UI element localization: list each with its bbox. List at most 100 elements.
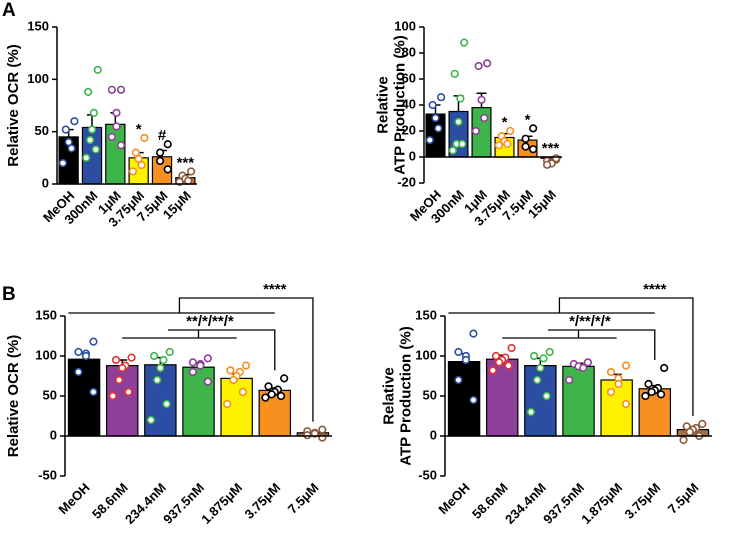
data-point bbox=[84, 87, 93, 96]
data-point bbox=[698, 419, 707, 429]
significance-label: * bbox=[502, 114, 508, 131]
data-point bbox=[606, 387, 616, 397]
bracket-label: **** bbox=[263, 281, 287, 298]
data-point bbox=[82, 153, 91, 162]
data-point bbox=[70, 117, 79, 126]
data-point bbox=[536, 363, 545, 373]
data-point bbox=[112, 108, 121, 117]
data-point bbox=[107, 85, 116, 94]
data-point bbox=[318, 425, 327, 434]
data-point bbox=[458, 139, 467, 149]
data-point bbox=[203, 377, 212, 386]
data-point bbox=[203, 354, 212, 363]
data-point bbox=[579, 363, 588, 373]
bracket bbox=[68, 297, 314, 422]
data-point bbox=[494, 141, 503, 150]
data-point bbox=[264, 382, 273, 391]
y-axis-label: ATP Production (%) bbox=[397, 326, 414, 465]
bar bbox=[67, 358, 101, 437]
data-point bbox=[159, 355, 168, 365]
data-point bbox=[64, 138, 73, 147]
bracket-label: */**/*/* bbox=[569, 313, 611, 330]
data-point bbox=[116, 141, 126, 150]
data-point bbox=[606, 367, 616, 377]
data-point bbox=[533, 375, 542, 385]
data-point bbox=[114, 375, 124, 385]
y-tick-label: 50 bbox=[35, 123, 49, 138]
y-tick-label: 100 bbox=[35, 347, 57, 362]
y-tick-label: 0 bbox=[42, 175, 49, 190]
data-point bbox=[685, 427, 694, 437]
y-tick-label: 150 bbox=[27, 18, 49, 33]
data-point bbox=[150, 351, 159, 361]
data-point bbox=[163, 165, 172, 174]
data-point bbox=[644, 379, 653, 389]
data-point bbox=[89, 337, 98, 346]
data-point bbox=[545, 347, 554, 357]
y-tick-label: 60 bbox=[402, 70, 416, 85]
data-point bbox=[188, 367, 197, 377]
data-point bbox=[460, 38, 469, 47]
data-point bbox=[146, 415, 156, 425]
data-point bbox=[67, 144, 76, 153]
data-point bbox=[456, 94, 465, 103]
data-point bbox=[89, 387, 98, 397]
data-point bbox=[58, 158, 68, 168]
x-tick-label: 7.5μM bbox=[665, 480, 702, 517]
data-point bbox=[621, 361, 631, 370]
y-axis-label: Relative bbox=[380, 367, 397, 425]
y-axis-label: ATP Production (%) bbox=[391, 35, 408, 174]
data-point bbox=[469, 395, 478, 405]
data-point bbox=[434, 124, 443, 133]
data-point bbox=[530, 351, 539, 361]
y-tick-label: 80 bbox=[402, 44, 416, 59]
data-point bbox=[471, 126, 480, 136]
x-tick-label: 234.4nM bbox=[122, 480, 169, 527]
data-point bbox=[507, 343, 516, 353]
data-point bbox=[107, 132, 116, 141]
x-tick-label: 7.5μM bbox=[285, 480, 322, 517]
data-point bbox=[480, 113, 489, 123]
y-axis-label: Relative OCR (%) bbox=[5, 44, 22, 167]
significance-label: *** bbox=[177, 154, 195, 171]
y-tick-label: 40 bbox=[402, 96, 416, 111]
bar bbox=[524, 365, 557, 437]
y-tick-label: 150 bbox=[415, 307, 437, 322]
y-tick-label: 100 bbox=[394, 18, 416, 33]
y-tick-label: -20 bbox=[397, 174, 416, 189]
data-point bbox=[124, 387, 133, 397]
data-point bbox=[163, 140, 172, 149]
data-point bbox=[188, 358, 197, 367]
data-point bbox=[660, 363, 669, 373]
data-point bbox=[184, 176, 193, 185]
data-point bbox=[267, 390, 276, 399]
data-point bbox=[454, 375, 463, 385]
bar bbox=[182, 366, 215, 437]
x-tick-label: 1.875μM bbox=[198, 480, 245, 527]
data-point bbox=[529, 124, 538, 133]
data-point bbox=[483, 59, 492, 68]
data-point bbox=[474, 61, 483, 71]
bar bbox=[600, 379, 633, 437]
data-point bbox=[186, 167, 196, 176]
data-point bbox=[477, 95, 486, 104]
data-point bbox=[155, 148, 165, 157]
data-point bbox=[280, 374, 289, 383]
x-tick-label: 937.5nM bbox=[160, 480, 207, 527]
data-point bbox=[226, 366, 235, 375]
y-axis-label: Relative bbox=[374, 76, 391, 134]
data-point bbox=[454, 117, 463, 126]
significance-label: *** bbox=[542, 140, 560, 157]
x-tick-label: 234.4nM bbox=[502, 480, 549, 527]
data-point bbox=[134, 154, 143, 163]
data-point bbox=[81, 351, 91, 361]
bracket bbox=[122, 329, 276, 371]
data-point bbox=[238, 387, 247, 397]
data-point bbox=[137, 161, 146, 170]
data-point bbox=[454, 347, 463, 357]
data-point bbox=[461, 355, 471, 365]
y-tick-label: -50 bbox=[418, 467, 437, 482]
data-point bbox=[162, 399, 171, 409]
data-point bbox=[61, 125, 70, 134]
